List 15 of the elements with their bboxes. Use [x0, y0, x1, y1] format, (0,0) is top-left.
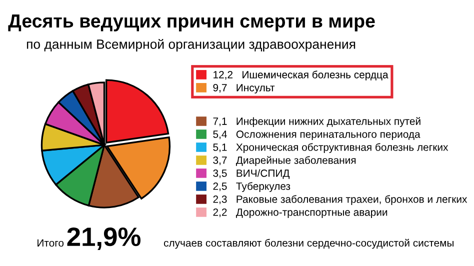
chart-title: Десять ведущих причин смерти в мире: [8, 14, 375, 32]
legend-label: 3,7 Диарейные заболевания: [213, 156, 356, 166]
legend-label: 2,2 Дорожно-транспортные аварии: [213, 208, 388, 218]
legend-label: 12,2 Ишемическая болезнь сердца: [214, 70, 388, 80]
text: случаев составляют болезни сердечно-сосудистой системы: [164, 238, 454, 249]
legend-label: 9,7 Инсульт: [213, 84, 275, 94]
legend-label: 2,3 Раковые заболевания трахеи, бронхов и легких: [213, 195, 468, 205]
legend-label: 5,1 Хроническая обструктивная болезнь легких: [213, 143, 448, 153]
legend-label: 5,4 Осложнения перинатального периода: [213, 130, 420, 140]
legend-label: 3,5 ВИЧ/СПИД: [213, 169, 290, 179]
legend-label: 7,1 Инфекции нижних дыхательных путей: [213, 117, 420, 127]
chart-subtitle: по данным Всемирной организации здравоохранения: [26, 38, 356, 52]
text: 21,9%: [67, 227, 140, 250]
text: Итого: [38, 239, 64, 247]
legend-label: 2,5 Туберкулез: [213, 182, 290, 192]
